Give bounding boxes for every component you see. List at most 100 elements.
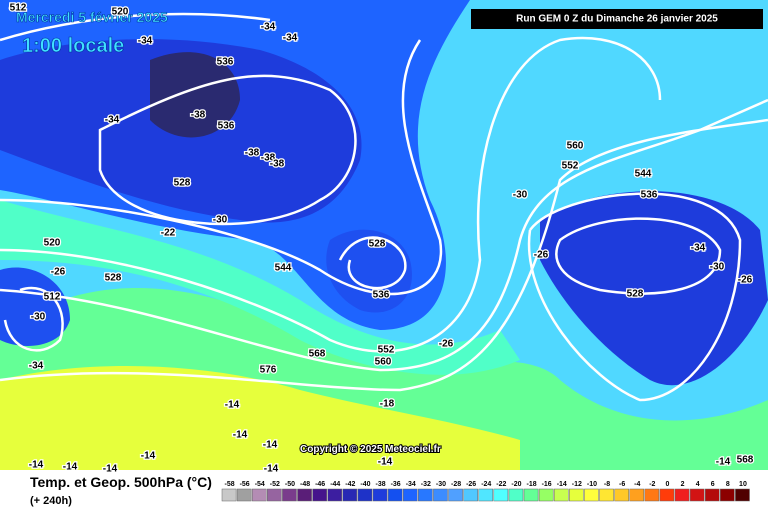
scale-label: -48 xyxy=(300,481,310,488)
scale-label: -54 xyxy=(255,481,265,488)
scale-label: -8 xyxy=(604,481,610,488)
contour-label: -26 xyxy=(51,267,66,278)
contour-label: 568 xyxy=(309,349,326,360)
run-info: Run GEM 0 Z du Dimanche 26 janvier 2025 xyxy=(516,14,718,25)
contour-label: -14 xyxy=(141,451,156,462)
contour xyxy=(527,192,742,402)
contour-label: -14 xyxy=(263,440,278,451)
contour-label: -38 xyxy=(270,159,285,170)
scale-swatch xyxy=(674,488,690,502)
scale-label: 8 xyxy=(726,481,730,488)
contour xyxy=(0,36,662,353)
scale-swatch xyxy=(508,488,524,502)
scale-label: -50 xyxy=(285,481,295,488)
scale-label: 4 xyxy=(696,481,700,488)
mild-band xyxy=(0,200,520,375)
contour-label: -34 xyxy=(29,361,44,372)
footer-title: Temp. et Geop. 500hPa (°C) xyxy=(30,474,212,490)
scale-swatch xyxy=(357,488,373,502)
scale-swatch xyxy=(402,488,418,502)
contour-label: 536 xyxy=(218,121,235,132)
scale-swatch xyxy=(433,488,448,502)
warmest-region xyxy=(0,366,520,470)
contour-label: -38 xyxy=(191,110,206,121)
contour xyxy=(0,39,443,296)
scale-label: -16 xyxy=(542,481,552,488)
scale-swatch xyxy=(644,488,660,502)
contour-label: 536 xyxy=(641,190,658,201)
scale-label: -28 xyxy=(451,481,461,488)
scale-swatch xyxy=(448,488,463,502)
contour xyxy=(3,286,64,352)
contour-label: -18 xyxy=(380,399,395,410)
copyright: Copyright © 2025 Meteociel.fr xyxy=(300,444,441,455)
contour-label: -30 xyxy=(213,215,228,226)
contour-label: 520 xyxy=(112,7,129,18)
contour-label: 544 xyxy=(635,169,652,180)
scale-swatch xyxy=(659,488,675,502)
scale-label: -2 xyxy=(649,481,655,488)
contour xyxy=(98,74,357,226)
scale-swatch xyxy=(584,488,599,502)
contour-label: -22 xyxy=(161,228,176,239)
scale-swatch xyxy=(553,488,569,502)
scale-label: -40 xyxy=(360,481,370,488)
scale-swatch xyxy=(720,488,735,502)
contour-label: -14 xyxy=(63,462,78,473)
scale-swatch xyxy=(418,488,433,502)
scale-label: -22 xyxy=(496,481,506,488)
scale-label: 6 xyxy=(711,481,715,488)
contour-label: -26 xyxy=(439,339,454,350)
scale-label: -58 xyxy=(224,481,234,488)
scale-swatch xyxy=(463,488,478,502)
scale-label: -6 xyxy=(619,481,625,488)
scale-label: -24 xyxy=(481,481,491,488)
scale-swatch xyxy=(312,488,327,502)
contour-label: -26 xyxy=(738,275,753,286)
scale-label: -14 xyxy=(557,481,567,488)
contour-label: 528 xyxy=(369,239,386,250)
scale-label: -4 xyxy=(634,481,640,488)
contour-label: -34 xyxy=(105,115,120,126)
contour-label: -14 xyxy=(378,457,393,468)
coldest-core xyxy=(150,52,240,138)
scale-label: -56 xyxy=(240,481,250,488)
scale-swatch xyxy=(282,488,297,502)
scale-swatch xyxy=(387,488,403,502)
scale-swatch xyxy=(704,488,720,502)
scale-swatch xyxy=(493,488,509,502)
contour-label: 560 xyxy=(375,357,392,368)
contour xyxy=(0,98,768,372)
contour-label: -26 xyxy=(534,250,549,261)
contour xyxy=(555,217,722,295)
scale-swatch xyxy=(569,488,584,502)
contour-label: -14 xyxy=(716,457,731,468)
contour-label: 520 xyxy=(44,238,61,249)
scale-label: 2 xyxy=(681,481,685,488)
contour-label: -30 xyxy=(31,312,46,323)
scale-swatch xyxy=(629,488,645,502)
scale-swatch xyxy=(267,488,282,502)
contour xyxy=(0,118,768,392)
scale-label: -52 xyxy=(270,481,280,488)
scale-swatch xyxy=(599,488,614,502)
contour-label: -34 xyxy=(261,22,276,33)
contour-label: 576 xyxy=(260,365,277,376)
contour-label: 528 xyxy=(627,289,644,300)
contour-label: 528 xyxy=(174,178,191,189)
scale-swatch xyxy=(735,488,750,502)
contour-label: -38 xyxy=(245,148,260,159)
scale-label: -36 xyxy=(391,481,401,488)
contour-label: 512 xyxy=(44,292,61,303)
contour-label: 528 xyxy=(105,273,122,284)
scale-swatch xyxy=(689,488,705,502)
scale-swatch xyxy=(327,488,343,502)
scale-label: -38 xyxy=(375,481,385,488)
contour-label: -14 xyxy=(225,400,240,411)
forecast-date: Mercredi 5 février 2025 xyxy=(16,9,168,25)
forecast-time: 1:00 locale xyxy=(22,35,124,57)
cold-low-west xyxy=(0,267,70,346)
scale-swatch xyxy=(297,488,312,502)
